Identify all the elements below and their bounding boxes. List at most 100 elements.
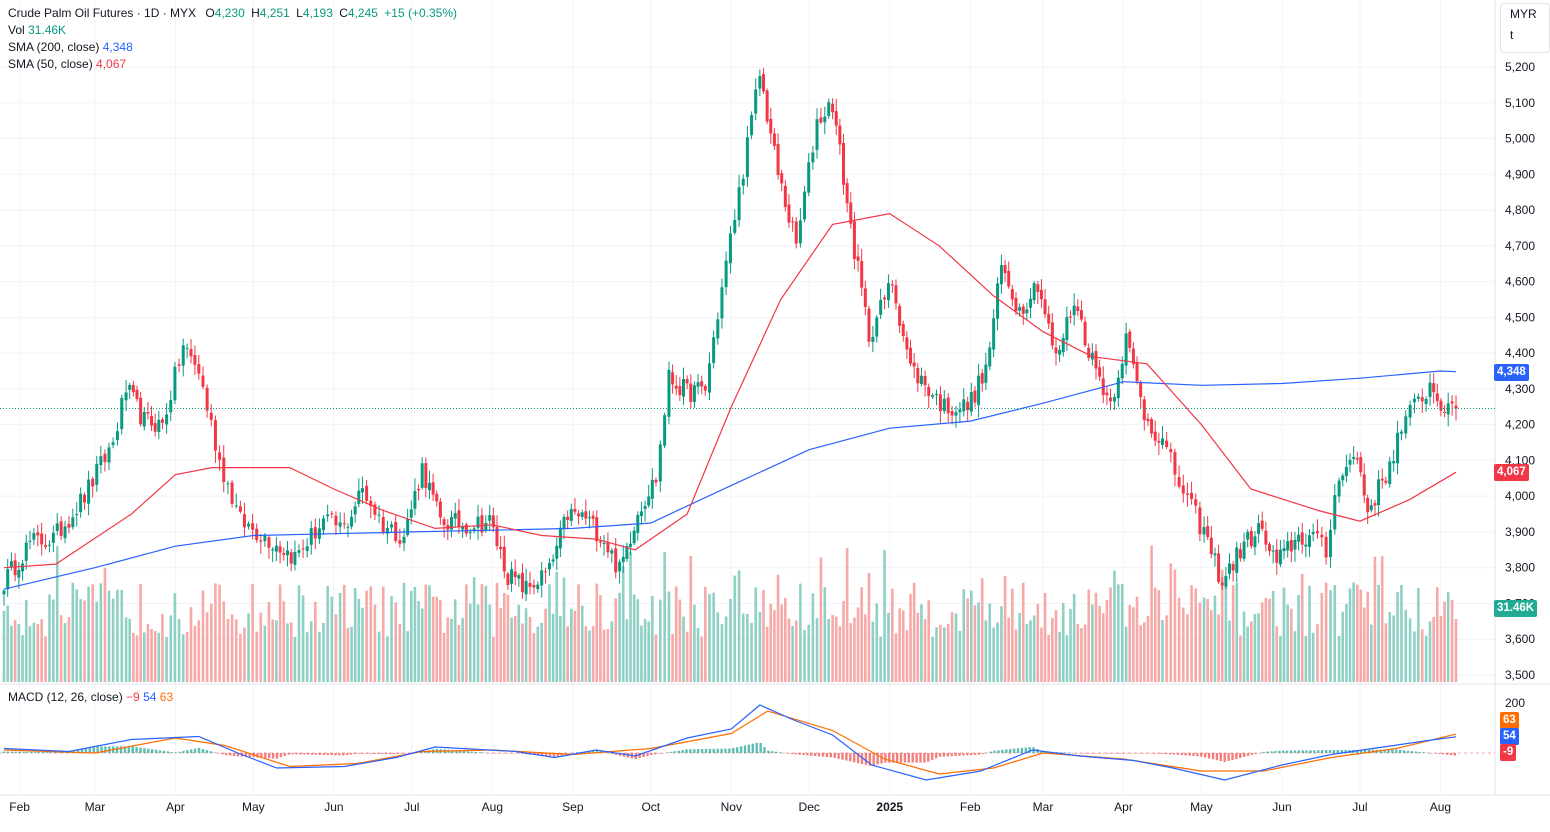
candle-body: [468, 532, 472, 534]
volume-bar: [209, 603, 213, 682]
candle-body: [1109, 397, 1113, 402]
candle-body: [905, 337, 909, 350]
candle-body: [1420, 397, 1424, 402]
candle-body: [745, 137, 749, 178]
candle-body: [707, 363, 711, 393]
macd-hist-bar: [595, 750, 598, 753]
currency-unit-selector[interactable]: MYR t: [1500, 3, 1550, 53]
candle-body: [313, 527, 317, 539]
macd-hist-bar: [34, 751, 37, 753]
volume-bar: [111, 598, 115, 682]
volume-bar: [807, 624, 811, 682]
volume-bar: [794, 620, 798, 682]
volume-bar: [431, 596, 435, 682]
volume-bar: [1329, 590, 1332, 682]
macd-hist-bar: [767, 750, 770, 753]
volume-bar: [842, 600, 845, 682]
volume-bar: [532, 633, 536, 682]
candle-body: [67, 523, 71, 528]
macd-hist-bar: [346, 753, 349, 756]
candle-body: [36, 532, 40, 536]
candle-body: [160, 419, 164, 423]
macd-hist-bar: [131, 746, 134, 753]
macd-hist-bar: [728, 748, 731, 753]
volume-bar: [1392, 615, 1395, 682]
volume-bar: [67, 617, 71, 682]
macd-hist-bar: [1083, 753, 1086, 754]
macd-hist-bar: [1161, 753, 1164, 754]
candle-body: [712, 337, 716, 363]
volume-bar: [286, 623, 289, 682]
candle-body: [1238, 549, 1242, 559]
candle-body: [169, 400, 173, 413]
volume-bar: [1025, 624, 1029, 682]
macd-hist-bar: [1391, 749, 1394, 753]
candle-body: [278, 546, 282, 553]
volume-bar: [588, 630, 591, 682]
macd-hist-bar: [1336, 749, 1339, 753]
macd-hist-bar: [10, 751, 13, 753]
macd-hist-bar: [357, 753, 361, 754]
candle-body: [1139, 382, 1143, 398]
candle-body: [1157, 440, 1161, 443]
legend-volume[interactable]: Vol 31.46K: [8, 22, 66, 39]
candle-body: [860, 261, 864, 288]
macd-hist-bar: [895, 753, 899, 763]
legend-sma50[interactable]: SMA (50, close) 4,067: [8, 56, 126, 73]
candle-body: [942, 398, 946, 412]
volume-bar: [803, 629, 806, 682]
legend-volume-value: 31.46K: [28, 23, 67, 37]
volume-bar: [1153, 587, 1157, 682]
legend-macd[interactable]: MACD (12, 26, close) −9 54 63: [8, 689, 173, 706]
candle-body: [863, 288, 867, 307]
candle-body: [111, 442, 115, 445]
volume-bar: [282, 601, 286, 682]
candle-body: [1344, 466, 1348, 476]
macd-hist-bar: [162, 750, 166, 753]
grid: [0, 0, 1495, 795]
time-axis-label: May: [1190, 800, 1213, 814]
macd-hist-bar: [1231, 753, 1234, 760]
candle-body: [75, 514, 79, 516]
macd-hist-bar: [279, 753, 283, 758]
volume-bar: [17, 624, 21, 682]
macd-hist-bar: [314, 753, 318, 755]
volume-bar: [465, 584, 468, 682]
candle-body: [442, 519, 446, 526]
legend-sma200[interactable]: SMA (200, close) 4,348: [8, 39, 133, 56]
volume-bar: [599, 595, 602, 682]
macd-hist-bar: [907, 753, 910, 763]
volume-bar: [468, 603, 472, 682]
candle-body: [625, 545, 629, 559]
macd-hist-bar: [954, 753, 957, 756]
volume-bar: [769, 603, 773, 682]
volume-bar: [1120, 583, 1124, 682]
macd-hist-bar: [1211, 753, 1215, 760]
volume-bar: [128, 618, 132, 682]
price-axis-label: 4,900: [1505, 167, 1535, 181]
macd-hist-bar: [291, 753, 294, 755]
candle-body: [966, 401, 970, 411]
candle-body: [1443, 411, 1447, 413]
macd-hist-bar: [494, 753, 497, 754]
candle-body: [728, 233, 732, 264]
candle-body: [1311, 531, 1315, 535]
volume-bar: [1268, 598, 1271, 682]
candle-body: [457, 510, 461, 528]
volume-bar: [1380, 556, 1384, 682]
volume-bar: [704, 586, 707, 682]
volume-bar: [916, 612, 920, 682]
candle-body: [1450, 401, 1454, 404]
macd-hist-bar: [115, 746, 119, 753]
macd-hist-bar: [37, 751, 41, 753]
candle-body: [658, 444, 662, 482]
volume-bar: [446, 617, 450, 682]
volume-bar: [499, 608, 502, 682]
volume-bar: [1058, 631, 1061, 682]
volume-bar: [643, 618, 647, 682]
time-axis-label: Feb: [960, 800, 981, 814]
macd-hist-bar: [76, 750, 80, 753]
legend-symbol[interactable]: Crude Palm Oil Futures · 1D · MYX: [8, 6, 197, 20]
macd-hist-bar: [1180, 753, 1183, 756]
